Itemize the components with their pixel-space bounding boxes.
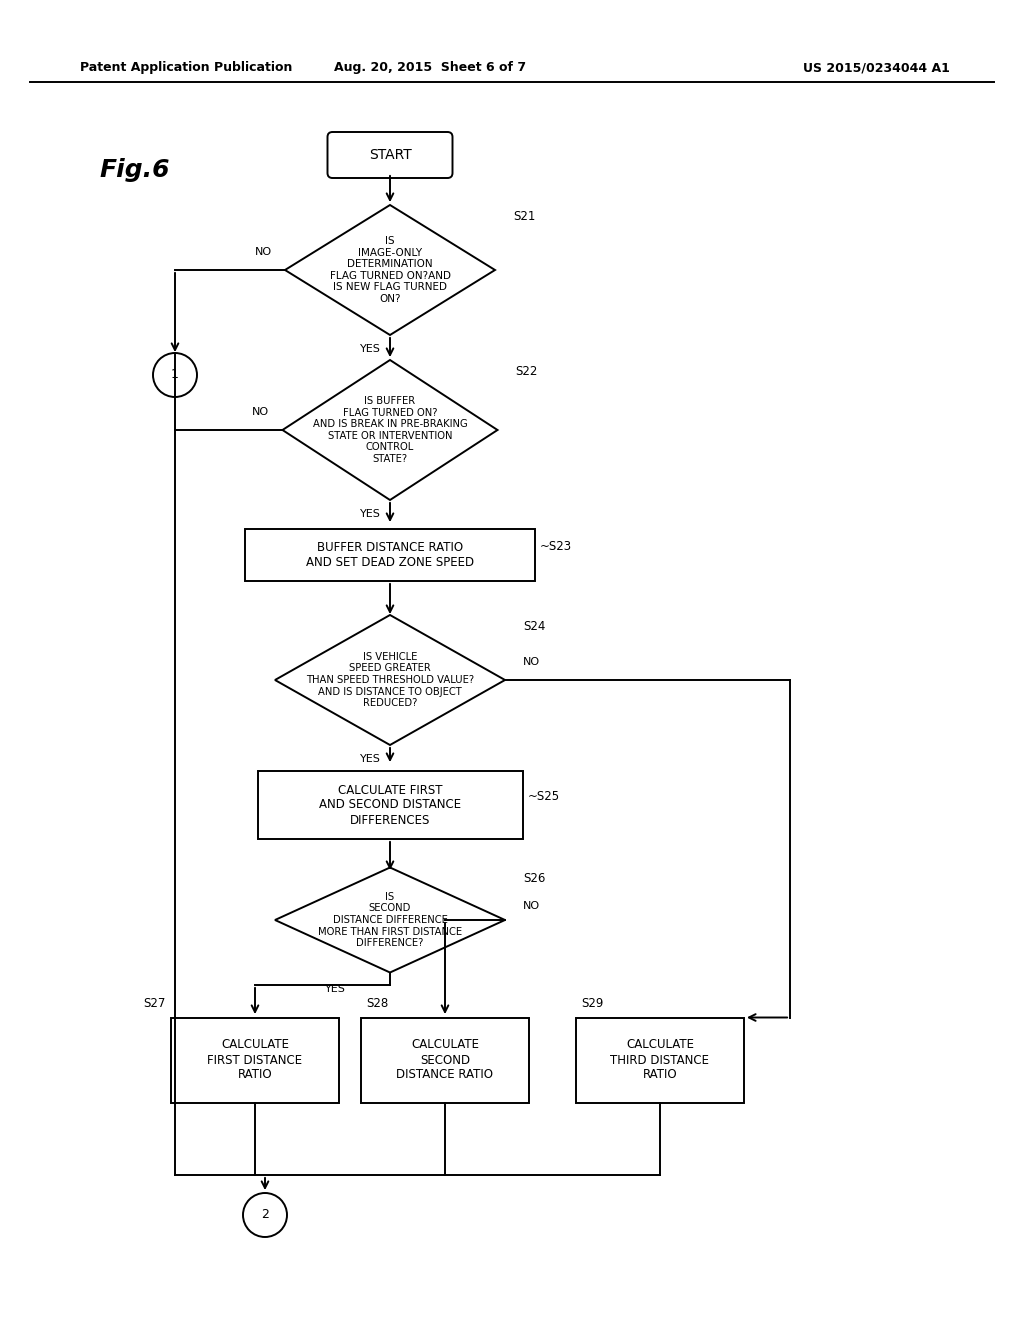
Text: S29: S29 — [581, 997, 603, 1010]
Text: US 2015/0234044 A1: US 2015/0234044 A1 — [803, 62, 950, 74]
Text: CALCULATE
FIRST DISTANCE
RATIO: CALCULATE FIRST DISTANCE RATIO — [208, 1039, 302, 1081]
Text: NO: NO — [523, 902, 540, 911]
Text: NO: NO — [254, 247, 271, 257]
Text: S24: S24 — [523, 620, 546, 634]
Text: CALCULATE FIRST
AND SECOND DISTANCE
DIFFERENCES: CALCULATE FIRST AND SECOND DISTANCE DIFF… — [318, 784, 461, 826]
FancyBboxPatch shape — [328, 132, 453, 178]
Text: YES: YES — [325, 983, 345, 994]
Bar — [171, 1018, 339, 1102]
Text: S26: S26 — [523, 873, 546, 886]
Text: ~S25: ~S25 — [527, 791, 560, 804]
Text: IS VEHICLE
SPEED GREATER
THAN SPEED THRESHOLD VALUE?
AND IS DISTANCE TO OBJECT
R: IS VEHICLE SPEED GREATER THAN SPEED THRE… — [306, 652, 474, 709]
Text: Patent Application Publication: Patent Application Publication — [80, 62, 293, 74]
Circle shape — [243, 1193, 287, 1237]
Text: S27: S27 — [143, 997, 166, 1010]
Text: YES: YES — [359, 754, 381, 764]
Text: BUFFER DISTANCE RATIO
AND SET DEAD ZONE SPEED: BUFFER DISTANCE RATIO AND SET DEAD ZONE … — [306, 541, 474, 569]
Polygon shape — [275, 615, 505, 744]
Text: 2: 2 — [261, 1209, 269, 1221]
Bar — [257, 771, 522, 840]
Text: IS BUFFER
FLAG TURNED ON?
AND IS BREAK IN PRE-BRAKING
STATE OR INTERVENTION
CONT: IS BUFFER FLAG TURNED ON? AND IS BREAK I… — [312, 396, 467, 465]
Bar — [575, 1018, 744, 1102]
Text: NO: NO — [523, 657, 540, 667]
Text: Aug. 20, 2015  Sheet 6 of 7: Aug. 20, 2015 Sheet 6 of 7 — [334, 62, 526, 74]
Text: IS
SECOND
DISTANCE DIFFERENCE
MORE THAN FIRST DISTANCE
DIFFERENCE?: IS SECOND DISTANCE DIFFERENCE MORE THAN … — [317, 892, 462, 948]
Text: START: START — [369, 148, 412, 162]
Text: CALCULATE
SECOND
DISTANCE RATIO: CALCULATE SECOND DISTANCE RATIO — [396, 1039, 494, 1081]
Text: S28: S28 — [366, 997, 388, 1010]
Text: IS
IMAGE-ONLY
DETERMINATION
FLAG TURNED ON?AND
IS NEW FLAG TURNED
ON?: IS IMAGE-ONLY DETERMINATION FLAG TURNED … — [330, 236, 451, 304]
Text: Fig.6: Fig.6 — [99, 158, 170, 182]
Text: ~S23: ~S23 — [540, 540, 572, 553]
Text: S22: S22 — [515, 366, 538, 378]
Circle shape — [153, 352, 197, 397]
Text: YES: YES — [359, 510, 381, 519]
Text: S21: S21 — [513, 210, 536, 223]
Text: NO: NO — [252, 407, 269, 417]
Text: YES: YES — [359, 345, 381, 354]
Polygon shape — [285, 205, 495, 335]
Bar — [361, 1018, 529, 1102]
Polygon shape — [275, 867, 505, 973]
Text: CALCULATE
THIRD DISTANCE
RATIO: CALCULATE THIRD DISTANCE RATIO — [610, 1039, 710, 1081]
Bar — [245, 529, 535, 581]
Polygon shape — [283, 360, 498, 500]
Text: 1: 1 — [171, 368, 179, 381]
